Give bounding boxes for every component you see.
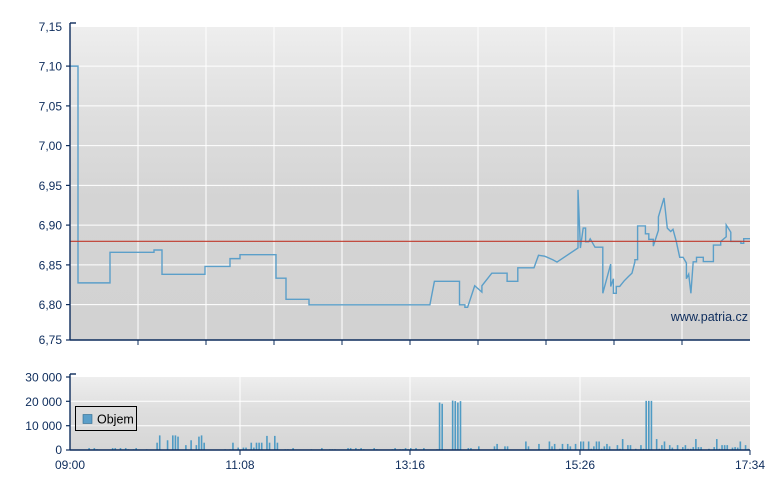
svg-text:6,80: 6,80 [39,298,63,312]
svg-text:6,95: 6,95 [39,179,63,193]
svg-text:Objem: Objem [97,413,134,427]
svg-text:11:08: 11:08 [225,458,254,472]
svg-text:13:16: 13:16 [395,458,425,472]
svg-text:10 000: 10 000 [25,419,62,433]
svg-text:15:26: 15:26 [565,458,595,472]
svg-text:7,05: 7,05 [39,99,63,113]
svg-text:7,10: 7,10 [39,60,63,74]
svg-text:7,00: 7,00 [39,139,63,153]
svg-text:www.patria.cz: www.patria.cz [670,310,748,324]
svg-text:0: 0 [55,443,62,457]
svg-text:30 000: 30 000 [25,371,62,385]
svg-text:6,75: 6,75 [39,333,63,347]
svg-text:17:34: 17:34 [735,458,765,472]
svg-text:20 000: 20 000 [25,395,62,409]
svg-text:7,15: 7,15 [39,20,63,34]
svg-text:6,85: 6,85 [39,258,63,272]
svg-text:6,90: 6,90 [39,219,63,233]
svg-text:09:00: 09:00 [55,458,85,472]
